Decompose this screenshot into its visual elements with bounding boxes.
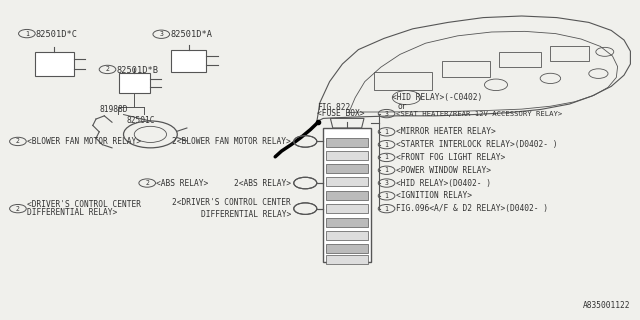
Text: 81988D: 81988D — [99, 105, 128, 114]
Text: <HID RELAY>(-C0402): <HID RELAY>(-C0402) — [392, 93, 483, 102]
Text: 2<ABS RELAY>: 2<ABS RELAY> — [234, 179, 291, 188]
Bar — [326, 138, 368, 147]
Bar — [35, 52, 74, 76]
Bar — [326, 244, 368, 253]
Bar — [326, 231, 368, 240]
Text: FIG.096<A/F & D2 RELAY>(D0402- ): FIG.096<A/F & D2 RELAY>(D0402- ) — [396, 204, 548, 213]
Text: DIFFERENTIAL RELAY>: DIFFERENTIAL RELAY> — [27, 208, 117, 217]
Text: <FRONT FOG LIGHT RELAY>: <FRONT FOG LIGHT RELAY> — [396, 153, 505, 162]
Text: <HID RELAY>(D0402- ): <HID RELAY>(D0402- ) — [396, 179, 490, 188]
Text: 3: 3 — [385, 111, 388, 116]
Text: or: or — [397, 102, 407, 111]
Text: 82501D*B: 82501D*B — [116, 66, 159, 75]
Text: A835001122: A835001122 — [583, 301, 630, 310]
Text: <FUSE BOX>: <FUSE BOX> — [317, 109, 364, 118]
Text: <BLOWER FAN MOTOR RELAY>: <BLOWER FAN MOTOR RELAY> — [27, 137, 141, 146]
Text: FIG.822: FIG.822 — [317, 103, 350, 112]
Bar — [326, 177, 368, 186]
Bar — [326, 255, 368, 264]
Text: 2<DRIVER'S CONTROL CENTER: 2<DRIVER'S CONTROL CENTER — [172, 198, 291, 207]
Bar — [326, 191, 368, 200]
Bar — [499, 52, 541, 67]
Text: 82501C: 82501C — [127, 116, 156, 125]
Text: DIFFERENTIAL RELAY>: DIFFERENTIAL RELAY> — [201, 210, 291, 219]
Text: 2: 2 — [16, 206, 20, 212]
Bar — [119, 73, 150, 93]
Bar — [374, 72, 432, 90]
Text: 2<BLOWER FAN MOTOR RELAY>: 2<BLOWER FAN MOTOR RELAY> — [172, 137, 291, 146]
Text: <DRIVER'S CONTROL CENTER: <DRIVER'S CONTROL CENTER — [27, 200, 141, 209]
Text: 3: 3 — [385, 180, 388, 186]
Text: <MIRROR HEATER RELAY>: <MIRROR HEATER RELAY> — [396, 127, 495, 136]
Text: 1: 1 — [385, 142, 388, 148]
Text: <ABS RELAY>: <ABS RELAY> — [156, 179, 209, 188]
Text: <STARTER INTERLOCK RELAY>(D0402- ): <STARTER INTERLOCK RELAY>(D0402- ) — [396, 140, 557, 149]
Bar — [326, 151, 368, 160]
Text: 1: 1 — [385, 206, 388, 212]
Text: <IGNITION RELAY>: <IGNITION RELAY> — [396, 191, 472, 200]
Bar — [326, 204, 368, 213]
Text: <SEAT HEATER/REAR 12V ACCESSORY RELAY>: <SEAT HEATER/REAR 12V ACCESSORY RELAY> — [396, 111, 562, 116]
Text: 82501D*A: 82501D*A — [171, 30, 213, 39]
Text: 2: 2 — [106, 67, 109, 72]
Bar — [172, 50, 206, 72]
Text: 3: 3 — [159, 31, 163, 37]
Bar — [550, 46, 589, 61]
Text: 1: 1 — [385, 155, 388, 160]
Bar — [442, 61, 490, 77]
Text: 2: 2 — [16, 139, 20, 144]
Text: 2: 2 — [145, 180, 149, 186]
Bar — [326, 218, 368, 227]
Text: 82501D*C: 82501D*C — [36, 30, 78, 39]
Text: 1: 1 — [385, 129, 388, 135]
Text: 1: 1 — [385, 193, 388, 199]
Text: <POWER WINDOW RELAY>: <POWER WINDOW RELAY> — [396, 166, 490, 175]
Bar — [326, 164, 368, 173]
Bar — [323, 128, 371, 262]
Text: 1: 1 — [385, 167, 388, 173]
Text: 1: 1 — [25, 31, 29, 36]
